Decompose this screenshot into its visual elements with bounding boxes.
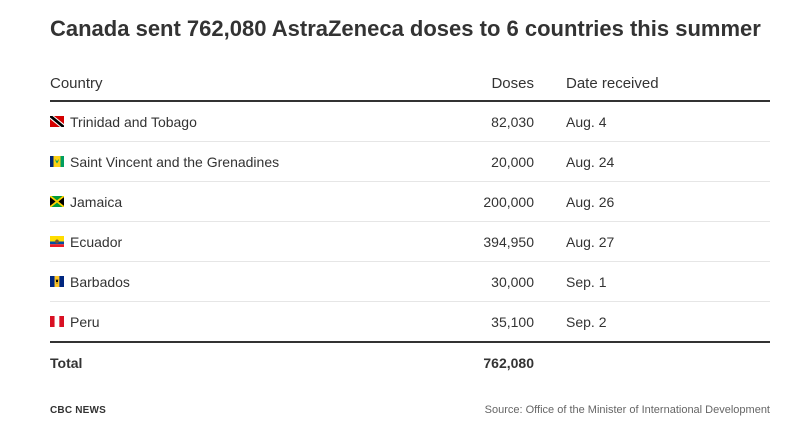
date-cell: Sep. 2: [566, 313, 607, 330]
doses-cell: 35,100: [491, 313, 534, 330]
header-country: Country: [50, 74, 103, 92]
peru-flag-icon: [50, 316, 64, 327]
doses-cell: 20,000: [491, 153, 534, 170]
country-name: Peru: [70, 313, 100, 330]
table-row: Ecuador 394,950 Aug. 27: [50, 222, 770, 262]
jamaica-flag-icon: [50, 196, 64, 207]
country-name: Barbados: [70, 273, 130, 290]
table-row: Jamaica 200,000 Aug. 26: [50, 182, 770, 222]
country-cell: Ecuador: [50, 234, 482, 250]
country-name: Jamaica: [70, 193, 123, 210]
date-cell: Sep. 1: [566, 273, 607, 290]
table-row: Saint Vincent and the Grenadines 20,000 …: [50, 142, 770, 182]
date-cell: Aug. 4: [566, 113, 607, 130]
date-cell: Aug. 26: [566, 193, 615, 210]
table-row: Trinidad and Tobago 82,030 Aug. 4: [50, 102, 770, 142]
country-name: Trinidad and Tobago: [70, 113, 197, 130]
country-cell: Trinidad and Tobago: [50, 114, 482, 130]
date-cell: Aug. 27: [566, 233, 615, 250]
doses-cell: 82,030: [491, 113, 534, 130]
header-doses: Doses: [491, 74, 534, 92]
country-cell: Saint Vincent and the Grenadines: [50, 154, 482, 170]
doses-cell: 30,000: [491, 273, 534, 290]
country-cell: Jamaica: [50, 194, 482, 210]
country-name: Saint Vincent and the Grenadines: [70, 153, 280, 170]
doses-cell: 394,950: [483, 233, 534, 250]
source-note: Source: Office of the Minister of Intern…: [484, 404, 770, 416]
ecuador-flag-icon: [50, 236, 64, 247]
brand-logo: CBC NEWS: [50, 405, 107, 416]
saint-vincent-flag-icon: [50, 156, 64, 167]
table-row: Barbados 30,000 Sep. 1: [50, 262, 770, 302]
country-cell: Peru: [50, 314, 482, 330]
total-label: Total: [50, 355, 83, 371]
doses-table: Country Doses Date received Trinidad and…: [50, 66, 770, 383]
header-date-received: Date received: [566, 74, 659, 92]
total-doses: 762,080: [483, 355, 534, 371]
table-row: Peru 35,100 Sep. 2: [50, 302, 770, 343]
country-cell: Barbados: [50, 274, 482, 290]
chart-title: Canada sent 762,080 AstraZeneca doses to…: [50, 16, 761, 41]
doses-cell: 200,000: [483, 193, 534, 210]
date-cell: Aug. 24: [566, 153, 615, 170]
country-name: Ecuador: [70, 233, 123, 250]
total-row: Total 762,080: [50, 343, 770, 383]
table-header: Country Doses Date received: [50, 66, 770, 102]
trinidad-and-tobago-flag-icon: [50, 116, 64, 127]
barbados-flag-icon: [50, 276, 64, 287]
